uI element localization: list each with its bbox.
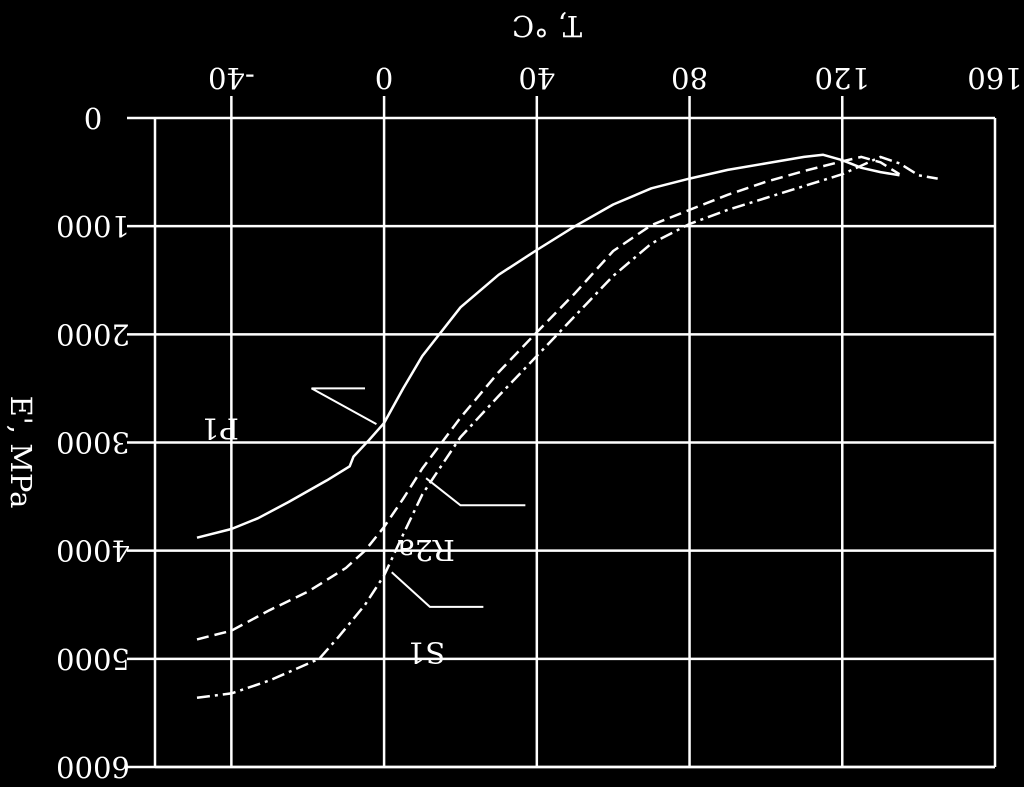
x-tick-label: 120 [815, 61, 870, 95]
series-lines [196, 153, 938, 700]
y-tick-label: 5000 [56, 642, 130, 676]
x-tick-label: 160 [967, 61, 1022, 95]
x-tick-label: 0 [375, 61, 393, 95]
series-leader-p1 [311, 387, 377, 425]
x-tick-label: -40 [208, 61, 255, 95]
series-line-r2a [196, 155, 901, 641]
y-tick-label: 0 [84, 101, 102, 135]
x-axis-title: T, °C [512, 9, 582, 43]
series-line-s1 [196, 155, 938, 700]
series-leader-r2a [425, 477, 526, 507]
y-tick-label: 3000 [56, 426, 130, 460]
y-tick-label: 4000 [56, 534, 130, 568]
y-axis-title: E', MPa [4, 396, 38, 509]
series-label-s1: S1 [407, 636, 445, 670]
series-leader-s1 [391, 571, 484, 608]
x-tick-label: 80 [671, 61, 708, 95]
series-line-p1 [196, 153, 900, 539]
y-tick-label: 1000 [56, 209, 130, 243]
tick-labels: 0 1000 2000 3000 4000 5000 6000 -40 0 40 80 120 160 [56, 61, 1023, 784]
y-tick-label: 2000 [56, 317, 130, 351]
series-labels: P1 R2a S1 [201, 387, 526, 670]
y-tick-label: 6000 [56, 750, 130, 784]
grid [127, 96, 995, 769]
plot-frame [153, 118, 997, 769]
series-label-r2a: R2a [397, 533, 455, 567]
x-tick-label: 40 [518, 61, 555, 95]
series-label-p1: P1 [201, 412, 239, 446]
